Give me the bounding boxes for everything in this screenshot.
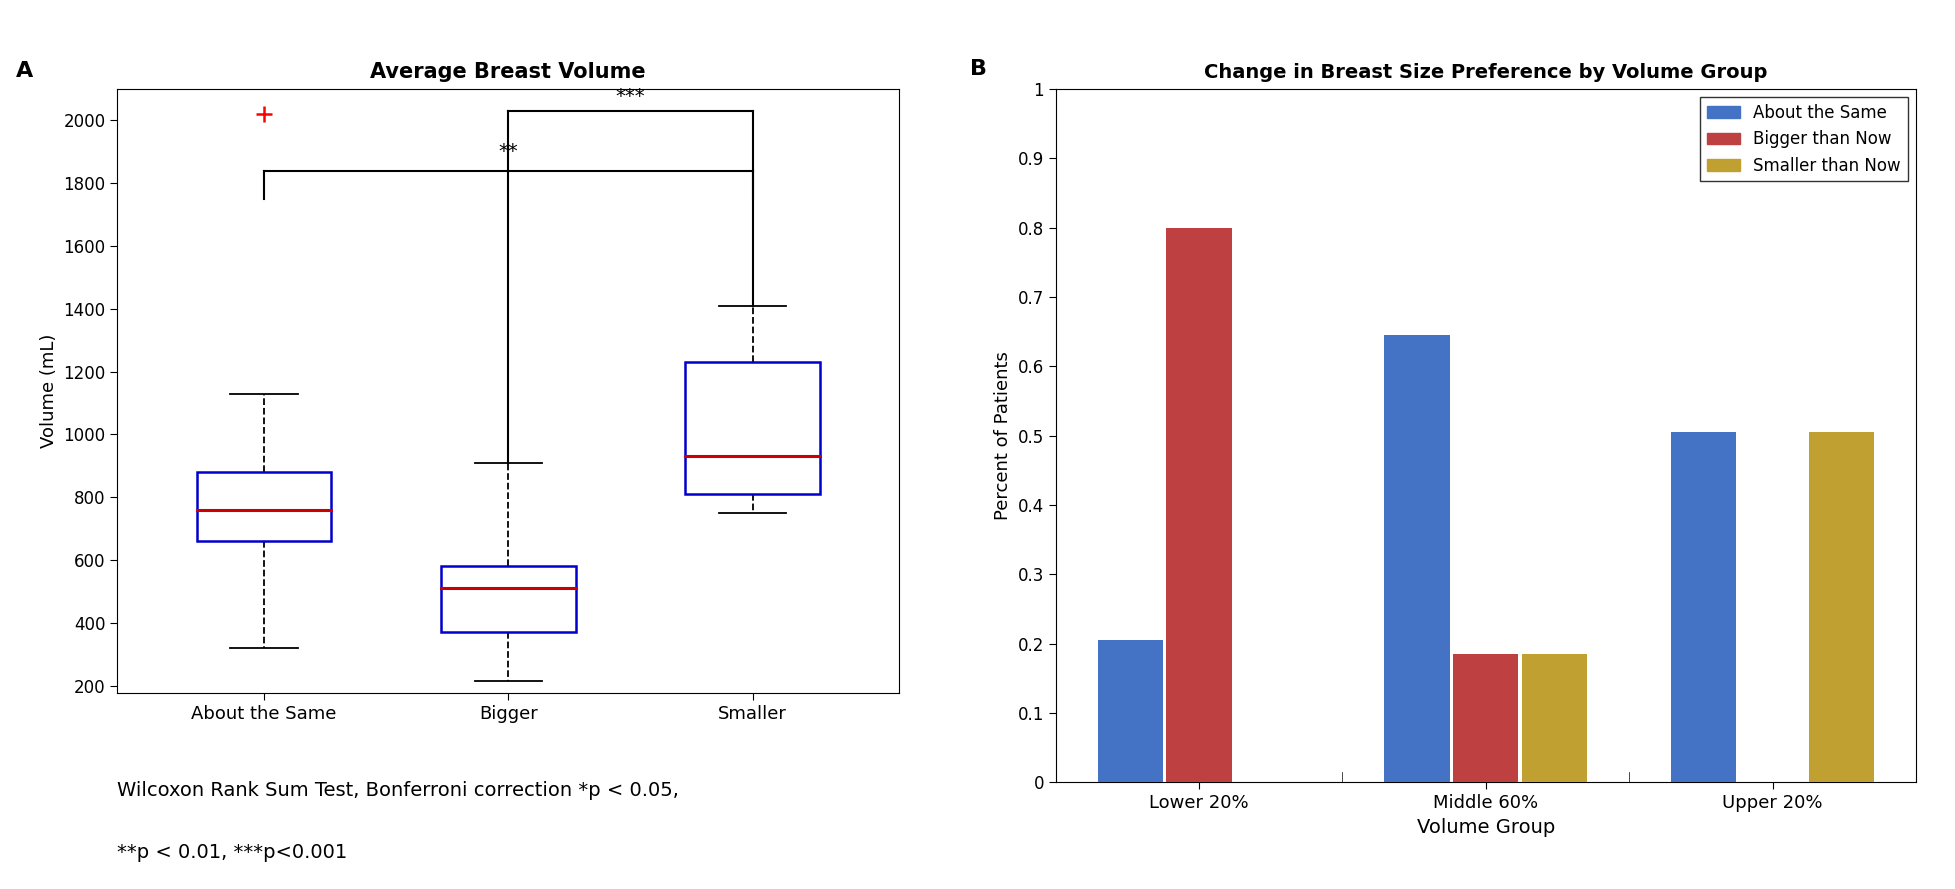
Bar — [197, 472, 330, 541]
Y-axis label: Volume (mL): Volume (mL) — [39, 334, 59, 448]
Bar — [1808, 432, 1875, 782]
Bar — [1453, 654, 1519, 782]
Text: Wilcoxon Rank Sum Test, Bonferroni correction *p < 0.05,: Wilcoxon Rank Sum Test, Bonferroni corre… — [117, 781, 678, 800]
Bar — [686, 362, 819, 494]
Bar — [1521, 654, 1587, 782]
Bar — [442, 566, 575, 632]
Text: A: A — [16, 60, 33, 81]
X-axis label: Volume Group: Volume Group — [1417, 818, 1554, 837]
Title: Change in Breast Size Preference by Volume Group: Change in Breast Size Preference by Volu… — [1204, 63, 1767, 82]
Text: B: B — [970, 59, 987, 79]
Bar — [1672, 432, 1736, 782]
Bar — [1097, 640, 1163, 782]
Bar — [1167, 228, 1232, 782]
Title: Average Breast Volume: Average Breast Volume — [371, 62, 645, 82]
Y-axis label: Percent of Patients: Percent of Patients — [993, 351, 1013, 520]
Text: **p < 0.01, ***p<0.001: **p < 0.01, ***p<0.001 — [117, 844, 348, 862]
Legend: About the Same, Bigger than Now, Smaller than Now: About the Same, Bigger than Now, Smaller… — [1701, 97, 1908, 181]
Bar — [1384, 335, 1451, 782]
Text: **: ** — [499, 142, 518, 161]
Text: ***: *** — [616, 87, 645, 106]
